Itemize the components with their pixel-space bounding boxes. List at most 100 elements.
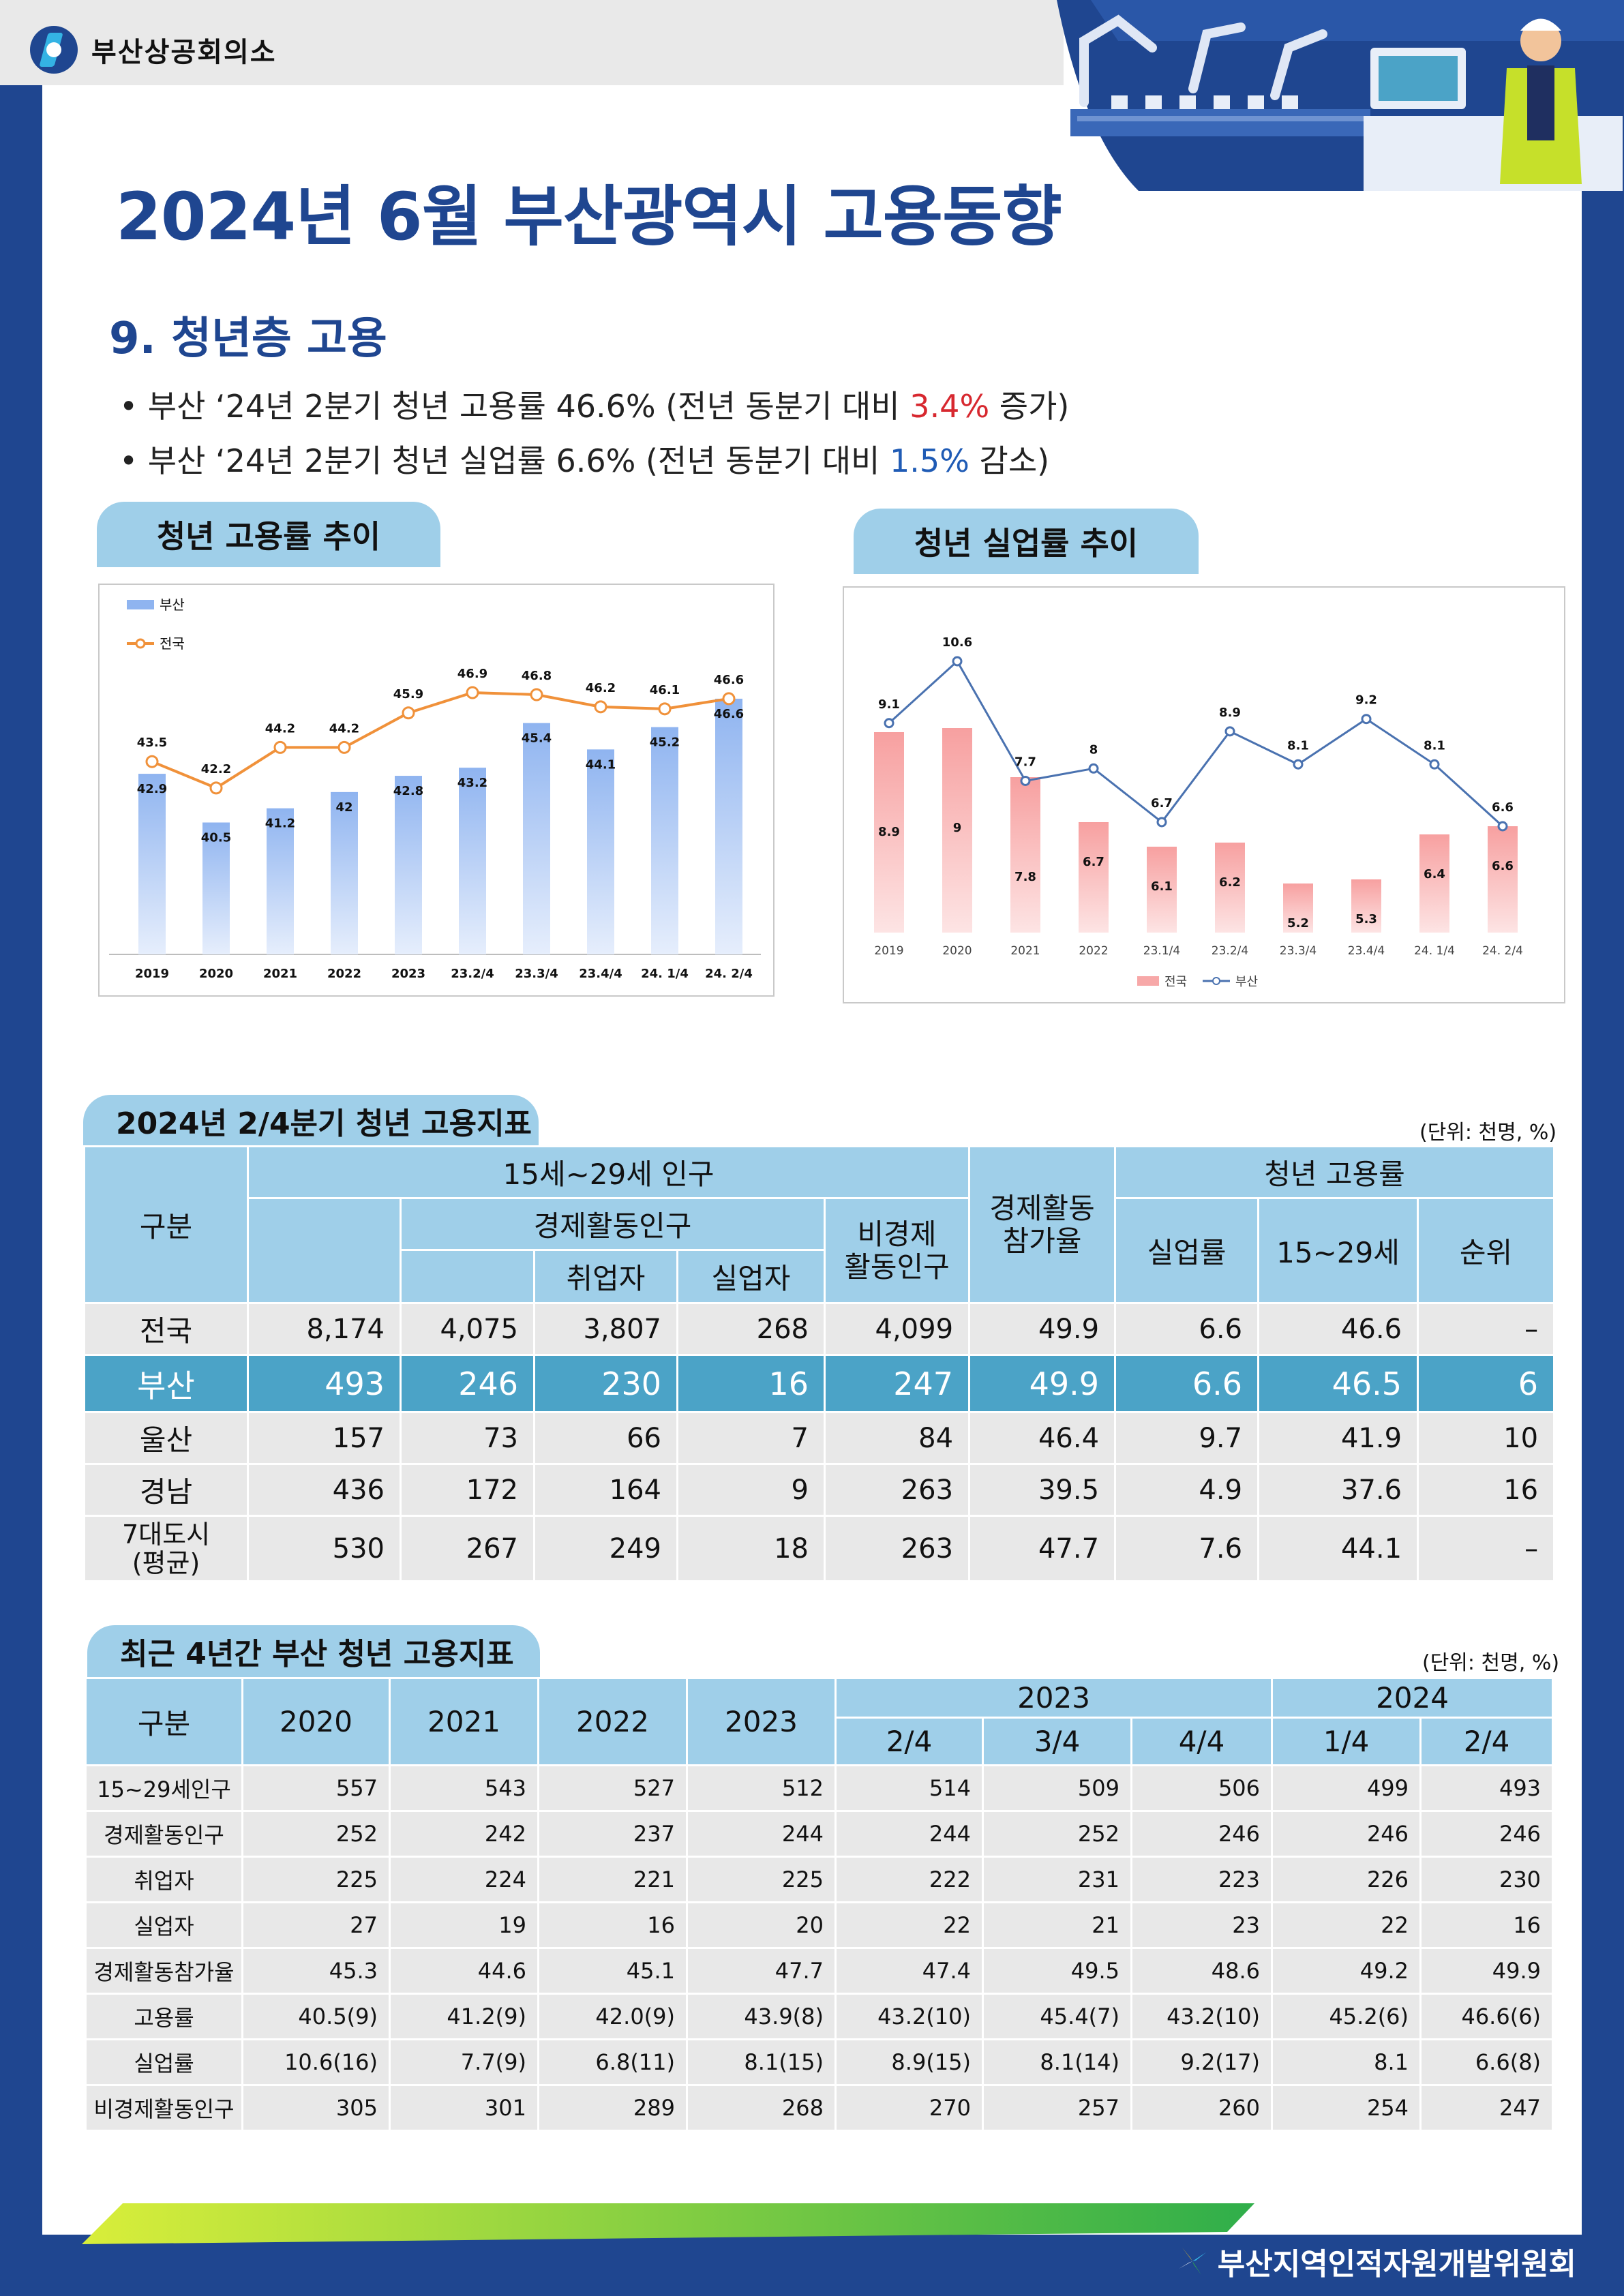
bar-label: 6.4 — [1424, 867, 1445, 881]
point-busan — [952, 656, 963, 667]
table-cell: 22 — [834, 1901, 984, 1949]
table-cell: 27 — [241, 1901, 391, 1949]
table-cell: 270 — [834, 2084, 984, 2132]
table-cell: 6 — [1417, 1354, 1556, 1413]
table1-tab: 2024년 2/4분기 청년 고용지표 — [83, 1095, 539, 1147]
table-cell: 268 — [686, 2084, 837, 2132]
table-row: 울산 157 73 66 7 84 46.4 9.7 41.9 10 — [83, 1411, 1556, 1465]
point-busan — [1156, 817, 1167, 828]
bullet-employment-rate: • 부산 ‘24년 2분기 청년 고용률 46.6% (전년 동분기 대비 3.… — [119, 388, 1070, 425]
org-name: 부산상공회의소 — [91, 37, 277, 68]
table-cell: 49.9 — [968, 1302, 1117, 1356]
table-cell: 43.2(10) — [834, 1993, 984, 2040]
point-national — [209, 781, 223, 795]
table-cell: 45.4(7) — [982, 1993, 1132, 2040]
table-cell: 16 — [1419, 1901, 1554, 1949]
table-cell: 18 — [676, 1515, 826, 1582]
table-cell: 514 — [834, 1764, 984, 1812]
table-cell: 49.2 — [1271, 1947, 1422, 1995]
table-cell: 47.7 — [968, 1515, 1117, 1582]
table-row: 실업률 10.6(16) 7.7(9) 6.8(11) 8.1(15) 8.9(15) 8.… — [85, 2038, 1554, 2086]
table-cell: 41.9 — [1257, 1411, 1419, 1465]
table-cell: 172 — [400, 1463, 535, 1517]
table-cell: 46.4 — [968, 1411, 1117, 1465]
table-cell: 557 — [241, 1764, 391, 1812]
point-busan — [1293, 759, 1304, 770]
busan-youth-4year-table: 구분 2020 2021 2022 2023 2023 2024 2/4 3/4… — [85, 1677, 1554, 2132]
table-cell: 49.9 — [968, 1354, 1117, 1413]
t2-header-category: 구분 — [85, 1677, 243, 1766]
row-label: 고용률 — [85, 1993, 243, 2040]
table-cell: 247 — [823, 1354, 971, 1413]
frame-bottom-border — [0, 2235, 1624, 2296]
table-cell: 231 — [982, 1856, 1132, 1903]
x-tick-label: 2020 — [942, 944, 972, 958]
table-cell: 543 — [389, 1764, 539, 1812]
bar-label: 46.6 — [714, 707, 744, 721]
youth-employment-indicator-table: 구분 15세~29세 인구 경제활동 참가율 청년 고용률 경제활동인구 비경제… — [83, 1145, 1556, 1582]
bar-busan — [331, 791, 358, 954]
table-cell: 493 — [247, 1354, 402, 1413]
bar-label: 6.6 — [1492, 859, 1514, 873]
x-tick-label: 23.2/4 — [451, 967, 494, 981]
table-cell: 47.4 — [834, 1947, 984, 1995]
line-label: 46.8 — [522, 669, 552, 683]
row-label: 부산 — [83, 1354, 249, 1413]
t2-header-2023-q4: 4/4 — [1130, 1717, 1274, 1766]
table-cell: 157 — [247, 1411, 402, 1465]
line-label: 8.1 — [1424, 738, 1445, 753]
line-label: 44.2 — [329, 721, 359, 736]
table-cell: 499 — [1271, 1764, 1422, 1812]
employment-rate-chart-svg: 42.9 2019 40.5 2020 41.2 2021 42 2022 42.8 2023 43… — [109, 596, 761, 981]
employment-rate-chart: 42.9 2019 40.5 2020 41.2 2021 42 2022 42.8 2023 43… — [98, 584, 775, 997]
table-cell: 164 — [533, 1463, 678, 1517]
section-title: 9. 청년층 고용 — [109, 314, 387, 364]
point-national — [530, 688, 543, 701]
bar-busan — [715, 698, 742, 954]
table-cell: 230 — [533, 1354, 678, 1413]
table-cell: 289 — [537, 2084, 688, 2132]
chart1-tab: 청년 고용률 추이 — [97, 502, 440, 567]
bar-national — [874, 732, 904, 933]
x-tick-label: 2022 — [327, 967, 361, 981]
legend-label-national: 전국 — [160, 635, 185, 652]
table-cell: 8.9(15) — [834, 2038, 984, 2086]
table-cell: 45.1 — [537, 1947, 688, 1995]
point-busan — [1088, 763, 1099, 774]
table-cell: 6.6 — [1114, 1302, 1260, 1356]
bar-busan — [138, 774, 166, 954]
table-cell: 41.2(9) — [389, 1993, 539, 2040]
table-cell: 73 — [400, 1411, 535, 1465]
page-title: 2024년 6월 부산광역시 고용동향 — [116, 179, 1062, 255]
table-cell: 44.6 — [389, 1947, 539, 1995]
bar-national — [942, 728, 972, 933]
t2-header-2023-q2: 2/4 — [834, 1717, 984, 1766]
table-cell: 246 — [400, 1354, 535, 1413]
table-cell: – — [1417, 1515, 1556, 1582]
chamber-logo: 부산상공회의소 — [30, 26, 277, 74]
pinwheel-logo-icon — [1178, 2248, 1206, 2275]
table-row: 취업자 225 224 221 225 222 231 223 226 230 — [85, 1856, 1554, 1903]
table-cell: 493 — [1419, 1764, 1554, 1812]
table-cell: 6.6(8) — [1419, 2038, 1554, 2086]
t2-header-2023: 2023 — [686, 1677, 837, 1766]
table-cell: 3,807 — [533, 1302, 678, 1356]
point-national — [273, 740, 287, 754]
table-cell: 45.3 — [241, 1947, 391, 1995]
table-cell: 246 — [1419, 1810, 1554, 1858]
table-cell: 37.6 — [1257, 1463, 1419, 1517]
x-tick-label: 2020 — [199, 967, 233, 981]
line-label: 46.1 — [650, 683, 680, 697]
table-cell: 23 — [1130, 1901, 1274, 1949]
line-label: 7.7 — [1014, 755, 1036, 769]
point-busan — [1020, 775, 1031, 786]
table-cell: 252 — [241, 1810, 391, 1858]
t2-header-2022: 2022 — [537, 1677, 688, 1766]
table-row: 15~29세인구 557 543 527 512 514 509 506 499 493 — [85, 1764, 1554, 1812]
bar-busan — [587, 749, 614, 954]
table-cell: 226 — [1271, 1856, 1422, 1903]
frame-right-border — [1582, 0, 1624, 2296]
table-cell: 230 — [1419, 1856, 1554, 1903]
x-tick-label: 2023 — [391, 967, 425, 981]
t2-header-2021: 2021 — [389, 1677, 539, 1766]
